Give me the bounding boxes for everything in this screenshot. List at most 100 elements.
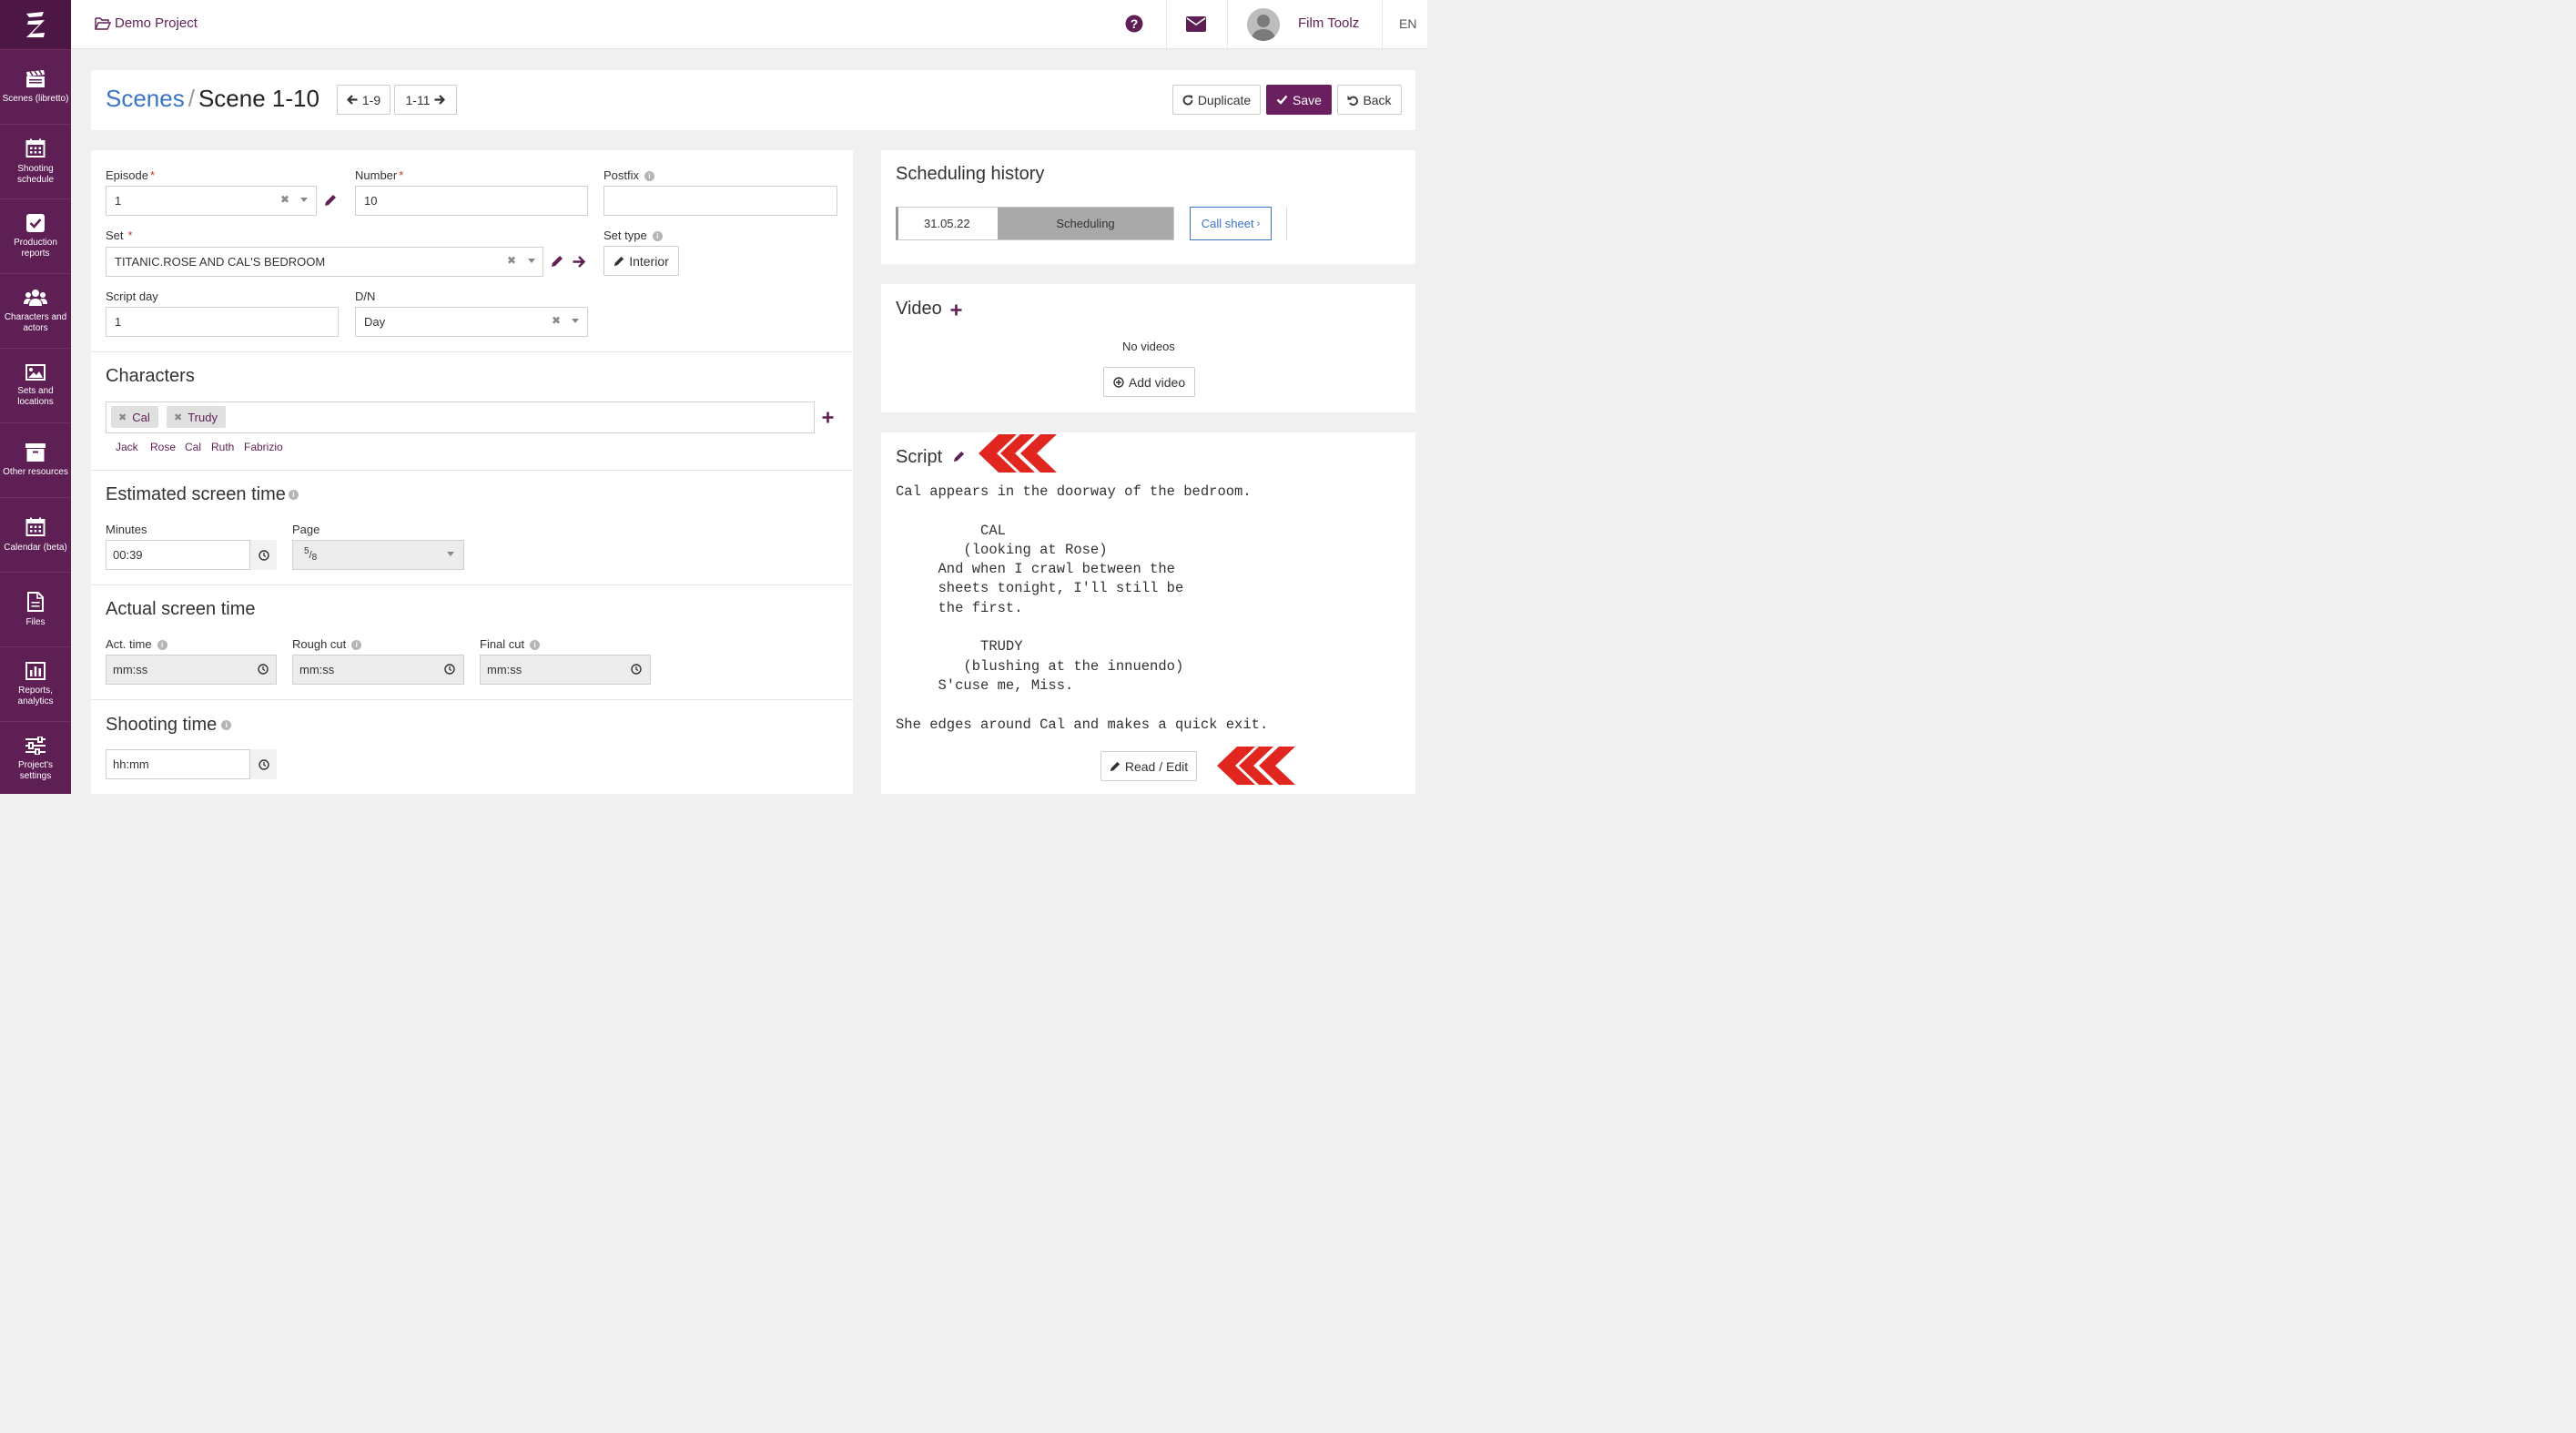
back-label: Back: [1363, 92, 1392, 107]
sidebar-item-scenes[interactable]: Scenes (libretto): [0, 49, 71, 124]
set-type-button[interactable]: Interior: [603, 246, 679, 276]
read-edit-button[interactable]: Read / Edit: [1100, 751, 1197, 781]
postfix-input[interactable]: [603, 186, 837, 216]
plus-icon[interactable]: [950, 304, 962, 316]
clock-button[interactable]: [249, 749, 277, 779]
user-avatar-icon: [1251, 15, 1276, 41]
pencil-icon[interactable]: [953, 451, 965, 462]
info-icon[interactable]: i: [644, 171, 655, 182]
estimated-time-title-text: Estimated screen time: [106, 484, 286, 504]
clear-icon[interactable]: ✖: [507, 254, 517, 267]
chevron-down-icon[interactable]: [447, 552, 454, 556]
remove-icon[interactable]: ✖: [174, 412, 183, 423]
language-switcher[interactable]: EN: [1399, 16, 1417, 31]
pencil-icon: [1110, 761, 1121, 771]
call-sheet-button[interactable]: Call sheet ›: [1190, 207, 1272, 240]
sidebar-item-files[interactable]: Files: [0, 572, 71, 646]
dn-select[interactable]: Day: [355, 307, 588, 337]
sidebar-item-label: Characters and actors: [4, 311, 67, 333]
breadcrumb-scenes-link[interactable]: Scenes: [106, 85, 185, 112]
script-day-value: 1: [115, 315, 122, 329]
info-icon[interactable]: i: [157, 640, 167, 651]
divider: [1227, 0, 1228, 49]
character-suggestion[interactable]: Cal: [185, 441, 202, 453]
act-time-input[interactable]: mm:ss: [106, 655, 277, 685]
character-suggestion[interactable]: Rose: [150, 441, 177, 453]
back-button[interactable]: Back: [1337, 85, 1402, 115]
page-label: Page: [292, 523, 320, 536]
user-name[interactable]: Film Toolz: [1298, 15, 1360, 31]
episode-select[interactable]: 1: [106, 186, 317, 216]
sidebar-item-sets[interactable]: Sets and locations: [0, 348, 71, 422]
messages-button[interactable]: [1186, 16, 1206, 36]
character-suggestion[interactable]: Jack: [116, 441, 138, 453]
duplicate-button[interactable]: Duplicate: [1172, 85, 1261, 115]
clear-icon[interactable]: ✖: [280, 193, 290, 206]
sidebar-item-production-reports[interactable]: Production reports: [0, 198, 71, 273]
clock-button[interactable]: [249, 540, 277, 570]
sidebar-item-characters[interactable]: Characters and actors: [0, 273, 71, 348]
page-select[interactable]: 5/8: [292, 540, 464, 570]
clock-icon: [258, 758, 269, 770]
avatar[interactable]: [1247, 8, 1280, 41]
arrow-right-icon: [434, 95, 446, 105]
no-videos-text: No videos: [1122, 340, 1175, 353]
info-icon[interactable]: i: [221, 720, 232, 731]
check-square-icon: [26, 213, 45, 232]
sidebar-item-project-settings[interactable]: Project's settings: [0, 721, 71, 796]
clear-icon[interactable]: ✖: [552, 314, 562, 327]
sidebar-item-label: Production reports: [14, 237, 57, 259]
rough-cut-label-text: Rough cut: [292, 637, 347, 651]
chevron-down-icon[interactable]: [572, 319, 579, 323]
actual-time-title: Actual screen time: [106, 599, 256, 619]
shooting-time-title: Shooting time i: [106, 715, 232, 736]
envelope-icon: [1186, 16, 1206, 32]
info-icon[interactable]: i: [652, 231, 663, 242]
project-switcher[interactable]: Demo Project: [95, 15, 198, 31]
info-icon[interactable]: i: [530, 640, 541, 651]
help-button[interactable]: ?: [1125, 15, 1143, 37]
divider: [1166, 0, 1167, 49]
info-icon[interactable]: i: [288, 490, 299, 501]
number-input[interactable]: 10: [355, 186, 588, 216]
shooting-time-placeholder: hh:mm: [113, 757, 149, 771]
character-suggestion[interactable]: Ruth: [211, 441, 235, 453]
next-scene-button[interactable]: 1-11: [394, 85, 457, 115]
remove-icon[interactable]: ✖: [118, 412, 127, 423]
refresh-icon: [1182, 95, 1193, 105]
rough-cut-input[interactable]: mm:ss: [292, 655, 464, 685]
sidebar-item-label: Reports, analytics: [17, 685, 54, 706]
sidebar-item-shooting-schedule[interactable]: Shooting schedule: [0, 124, 71, 198]
arrow-right-icon[interactable]: [573, 256, 585, 268]
set-select[interactable]: TITANIC.ROSE AND CAL'S BEDROOM: [106, 247, 543, 277]
act-time-label: Act. time i: [106, 637, 167, 651]
info-icon[interactable]: i: [351, 640, 362, 651]
chevron-down-icon[interactable]: [300, 198, 308, 202]
sidebar-item-calendar[interactable]: Calendar (beta): [0, 497, 71, 572]
pencil-icon[interactable]: [324, 194, 337, 207]
prev-scene-button[interactable]: 1-9: [337, 85, 390, 115]
rewind-arrows-icon: [979, 434, 1057, 473]
clock-icon[interactable]: [631, 664, 642, 675]
character-tag[interactable]: ✖ Trudy: [167, 406, 226, 428]
chevron-down-icon[interactable]: [528, 259, 535, 263]
image-icon: [25, 363, 46, 381]
plus-icon[interactable]: [822, 412, 834, 423]
shooting-time-input[interactable]: hh:mm: [106, 749, 277, 779]
add-video-button[interactable]: Add video: [1103, 367, 1195, 397]
minutes-input[interactable]: 00:39: [106, 540, 277, 570]
clock-icon[interactable]: [258, 664, 269, 675]
settype-label: Set type i: [603, 229, 663, 242]
app-logo[interactable]: [0, 0, 71, 49]
file-icon: [27, 591, 44, 612]
sidebar-item-other-resources[interactable]: Other resources: [0, 422, 71, 497]
character-suggestion[interactable]: Fabrizio: [244, 441, 283, 453]
character-tag[interactable]: ✖ Cal: [111, 406, 158, 428]
call-sheet-label: Call sheet: [1201, 217, 1254, 230]
final-cut-input[interactable]: mm:ss: [480, 655, 651, 685]
script-day-input[interactable]: 1: [106, 307, 339, 337]
sidebar-item-reports[interactable]: Reports, analytics: [0, 646, 71, 721]
pencil-icon[interactable]: [551, 255, 563, 268]
save-button[interactable]: Save: [1266, 85, 1332, 115]
clock-icon[interactable]: [444, 664, 455, 675]
